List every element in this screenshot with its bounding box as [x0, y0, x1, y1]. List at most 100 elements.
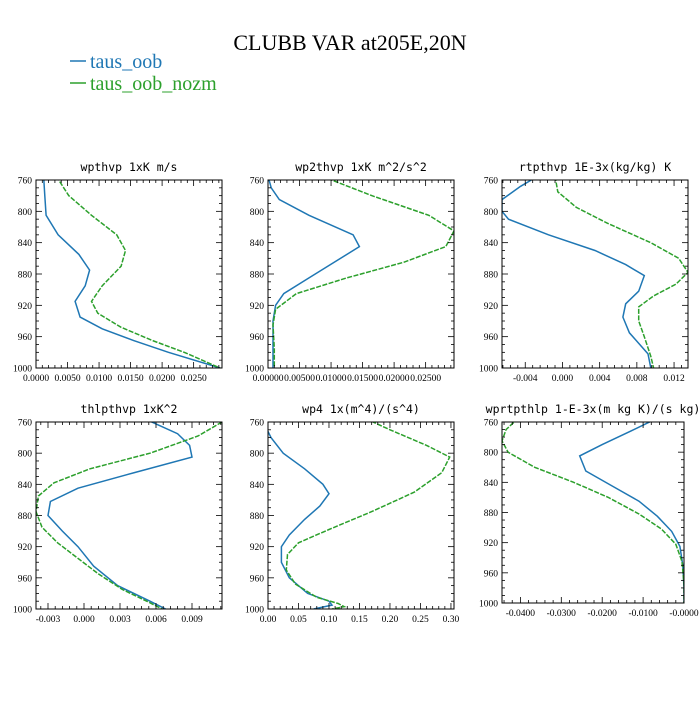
y-tick-label: 880	[18, 512, 33, 522]
panel-6: wprtpthlp 1-E-3x(m kg K)/(s kg) 760 800 840…	[479, 402, 700, 619]
legend-label-taus-oob: taus_oob	[90, 51, 162, 73]
x-tick-label: 0.009	[181, 615, 203, 625]
y-tick-label: 1000	[479, 600, 498, 610]
x-tick-label: 0.006	[145, 615, 167, 625]
panels: wpthvp 1xK m/s76080084088092096010000.00…	[13, 160, 700, 625]
panel-3: rtpthvp 1E-3x(kg/kg) K 760 800 840 880 920 960…	[479, 160, 689, 384]
y-tick-label: 880	[484, 271, 499, 281]
y-tick-label: 1000	[479, 365, 498, 375]
x-tick-label: -0.0100	[628, 609, 658, 619]
series-group	[268, 180, 454, 368]
series-line-taus-oob	[43, 180, 221, 368]
series-group	[36, 422, 222, 609]
y-tick-label: 800	[250, 450, 265, 460]
y-tick-label: 800	[18, 450, 33, 460]
x-tick-label: 0.008	[626, 374, 648, 384]
series-group	[502, 180, 688, 368]
panel-frame	[35, 421, 223, 610]
legend: taus_oob taus_oob_nozm	[70, 51, 217, 95]
y-tick-label: 960	[18, 333, 33, 343]
panel-2: wp2thvp 1xK m^2/s^2 760 800 840 880 920 960 100…	[245, 160, 455, 384]
x-tick-label: 0.012	[663, 374, 685, 384]
y-tick-label: 760	[484, 419, 499, 429]
y-tick-label: 1000	[13, 606, 32, 616]
series-line-taus-oob	[502, 180, 652, 368]
x-tick-label: 0.00000	[253, 374, 284, 384]
y-tick-label: 840	[250, 239, 265, 249]
panel-title: wprtpthlp 1-E-3x(m kg K)/(s kg)	[486, 402, 700, 416]
y-tick-label: 1000	[245, 606, 264, 616]
y-tick-label: 880	[250, 512, 265, 522]
y-tick-label: 800	[484, 449, 499, 459]
y-tick-label: 800	[18, 208, 33, 218]
y-tick-label: 960	[484, 333, 499, 343]
x-tick-label: 0.00	[260, 615, 277, 625]
series-line-taus-oob-nozm	[57, 180, 221, 368]
series-line-taus-oob-nozm	[502, 422, 684, 603]
y-tick-label: 800	[250, 208, 265, 218]
panel-title: wpthvp 1xK m/s	[81, 160, 178, 174]
y-tick-label: 920	[250, 543, 265, 553]
series-group	[268, 422, 451, 609]
series-group	[502, 422, 684, 603]
x-tick-label: 0.30	[443, 615, 460, 625]
x-tick-label: 0.25	[412, 615, 429, 625]
y-tick-label: 840	[250, 481, 265, 491]
x-tick-label: 0.01000	[316, 374, 347, 384]
x-tick-label: 0.0000	[23, 374, 49, 384]
y-tick-label: 960	[18, 574, 33, 584]
x-tick-label: 0.00500	[284, 374, 315, 384]
series-line-taus-oob-nozm	[272, 180, 454, 368]
x-tick-label: 0.02000	[379, 374, 410, 384]
series-group	[43, 180, 221, 368]
panel-title: wp2thvp 1xK m^2/s^2	[295, 160, 427, 174]
y-tick-label: 840	[484, 239, 499, 249]
x-tick-label: -0.0200	[588, 609, 618, 619]
series-line-taus-oob-nozm	[285, 422, 451, 609]
y-tick-label: 1000	[13, 365, 32, 375]
x-tick-label: 0.02500	[410, 374, 441, 384]
x-tick-label: 0.0100	[86, 374, 112, 384]
figure-title: CLUBB VAR at205E,20N	[233, 30, 466, 55]
x-tick-label: -0.003	[36, 615, 61, 625]
y-tick-label: 760	[484, 177, 499, 187]
series-line-taus-oob-nozm	[554, 180, 688, 368]
x-tick-label: 0.05	[290, 615, 307, 625]
x-tick-label: 0.0050	[54, 374, 80, 384]
panel-5: wp4 1x(m^4)/(s^4)76080084088092096010000…	[245, 402, 460, 625]
y-tick-label: 920	[250, 302, 265, 312]
x-tick-label: 0.01500	[347, 374, 378, 384]
series-line-taus-oob-nozm	[36, 422, 222, 609]
y-tick-label: 960	[250, 574, 265, 584]
x-tick-label: -0.0400	[506, 609, 536, 619]
x-tick-label: 0.003	[109, 615, 131, 625]
y-tick-label: 960	[250, 333, 265, 343]
x-tick-label: 0.0200	[149, 374, 175, 384]
y-tick-label: 920	[484, 539, 499, 549]
y-tick-label: 840	[484, 479, 499, 489]
y-tick-label: 760	[250, 419, 265, 429]
x-tick-label: 0.000	[552, 374, 574, 384]
y-tick-label: 840	[18, 239, 33, 249]
x-tick-label: 0.0150	[118, 374, 144, 384]
y-tick-label: 960	[484, 569, 499, 579]
y-tick-label: 760	[18, 419, 33, 429]
x-tick-label: -0.0300	[547, 609, 577, 619]
series-line-taus-oob	[268, 431, 334, 609]
panel-1: wpthvp 1xK m/s76080084088092096010000.00…	[13, 160, 223, 384]
y-tick-label: 760	[18, 177, 33, 187]
x-tick-label: -0.004	[513, 374, 538, 384]
y-tick-label: 920	[18, 543, 33, 553]
y-tick-label: 840	[18, 481, 33, 491]
y-tick-label: 880	[250, 271, 265, 281]
panel-frame	[501, 179, 689, 369]
y-tick-label: 920	[484, 302, 499, 312]
x-tick-label: 0.15	[351, 615, 368, 625]
panel-4: thlpthvp 1xK^2 760 800 840 880 920 960 1000 -0.0…	[13, 402, 223, 625]
y-tick-label: 880	[18, 271, 33, 281]
y-tick-label: 920	[18, 302, 33, 312]
y-tick-label: 880	[484, 509, 499, 519]
panel-title: rtpthvp 1E-3x(kg/kg) K	[519, 160, 671, 174]
